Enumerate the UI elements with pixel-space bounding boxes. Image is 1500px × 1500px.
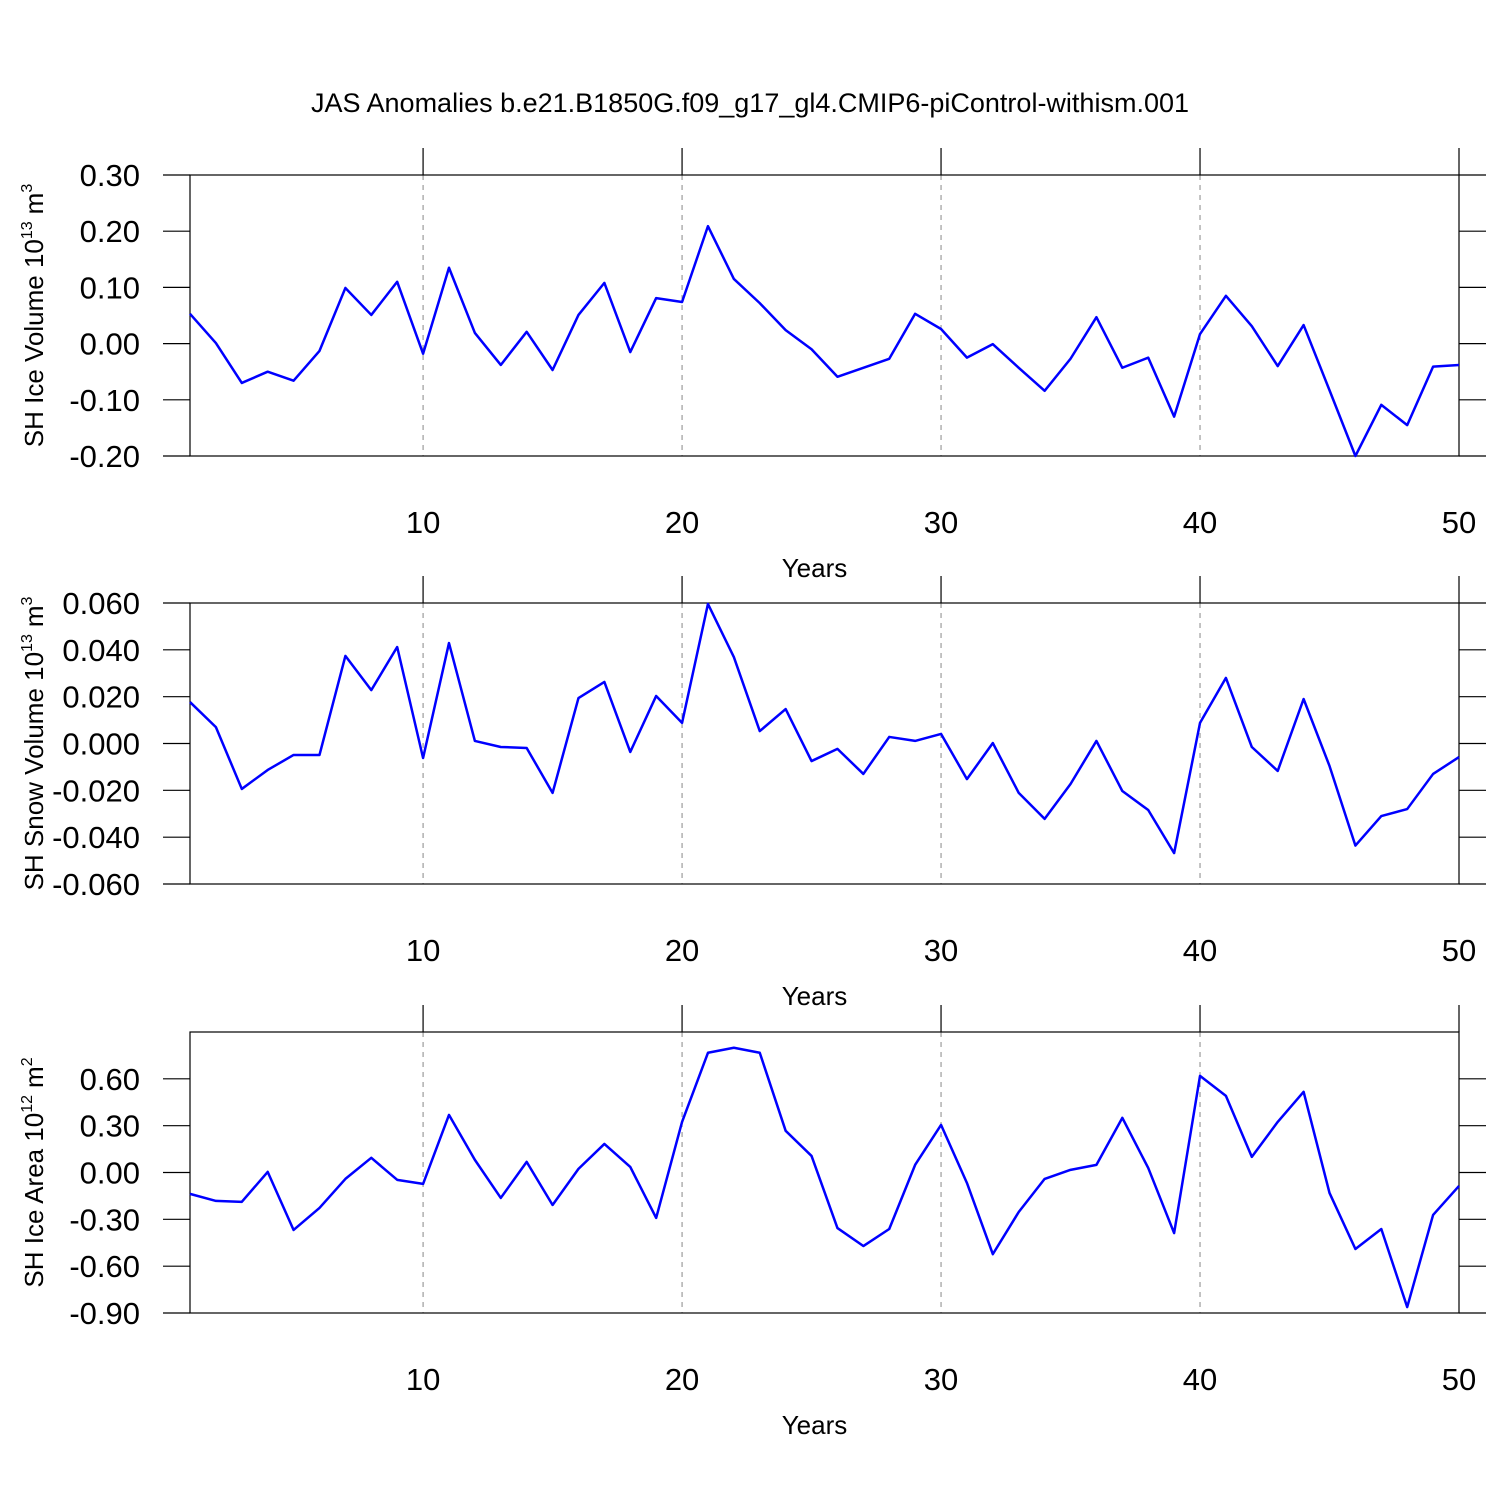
y-axis-label: SH Ice Area 1012 m2 [19,1057,49,1287]
y-tick-label: 0.00 [80,327,140,362]
y-label-text: SH Snow Volume 10 [19,652,49,890]
y-label-text: SH Ice Area 10 [19,1113,49,1288]
x-tick-label: 30 [924,505,958,540]
y-tick-label: -0.10 [69,383,140,418]
x-axis-label: Years [782,553,848,583]
chart-title: JAS Anomalies b.e21.B1850G.f09_g17_gl4.C… [311,88,1189,118]
x-tick-label: 30 [924,933,958,968]
x-tick-label: 40 [1183,505,1217,540]
y-label-text: SH Ice Volume 10 [19,239,49,447]
plot-frame [189,602,1460,885]
x-tick-label: 20 [665,1362,699,1397]
y-label-unit-exp: 3 [19,184,36,193]
x-axis-label: Years [782,1410,848,1440]
data-line [189,602,1460,855]
x-tick-label: 30 [924,1362,958,1397]
x-tick-label: 40 [1183,933,1217,968]
y-label-unit: m [19,605,49,627]
y-label-unit: m [19,1066,49,1088]
y-tick-label: -0.20 [69,439,140,474]
y-tick-label: 0.020 [62,680,140,715]
y-tick-label: 0.30 [80,1109,140,1144]
y-tick-label: 0.30 [80,158,140,193]
x-tick-label: 50 [1442,933,1476,968]
data-line [189,1046,1460,1309]
x-tick-label: 20 [665,933,699,968]
y-label-exp: 13 [19,634,36,652]
x-tick-label: 10 [406,505,440,540]
x-tick-label: 50 [1442,1362,1476,1397]
y-axis-label: SH Snow Volume 1013 m3 [19,596,49,890]
y-label-unit: m [19,193,49,215]
plot-frame [189,1031,1460,1314]
y-label-unit-exp: 3 [19,596,36,605]
y-tick-label: 0.20 [80,214,140,249]
y-tick-label: 0.060 [62,586,140,621]
x-axis-label: Years [782,981,848,1011]
y-tick-label: 0.040 [62,633,140,668]
y-tick-label: -0.040 [52,820,140,855]
x-tick-label: 10 [406,1362,440,1397]
data-line [189,224,1460,458]
y-tick-label: 0.10 [80,270,140,305]
y-tick-label: 0.00 [80,1156,140,1191]
x-tick-label: 40 [1183,1362,1217,1397]
y-tick-label: -0.60 [69,1249,140,1284]
x-tick-label: 20 [665,505,699,540]
y-tick-label: 0.000 [62,727,140,762]
y-label-unit-exp: 2 [19,1057,36,1066]
y-tick-label: -0.30 [69,1202,140,1237]
y-tick-label: 0.60 [80,1062,140,1097]
x-tick-label: 10 [406,933,440,968]
y-label-exp: 13 [19,221,36,239]
y-tick-label: -0.90 [69,1296,140,1331]
y-tick-label: -0.020 [52,773,140,808]
y-label-exp: 12 [19,1095,36,1113]
y-tick-label: -0.060 [52,867,140,902]
x-tick-label: 50 [1442,505,1476,540]
y-axis-label: SH Ice Volume 1013 m3 [19,184,49,448]
